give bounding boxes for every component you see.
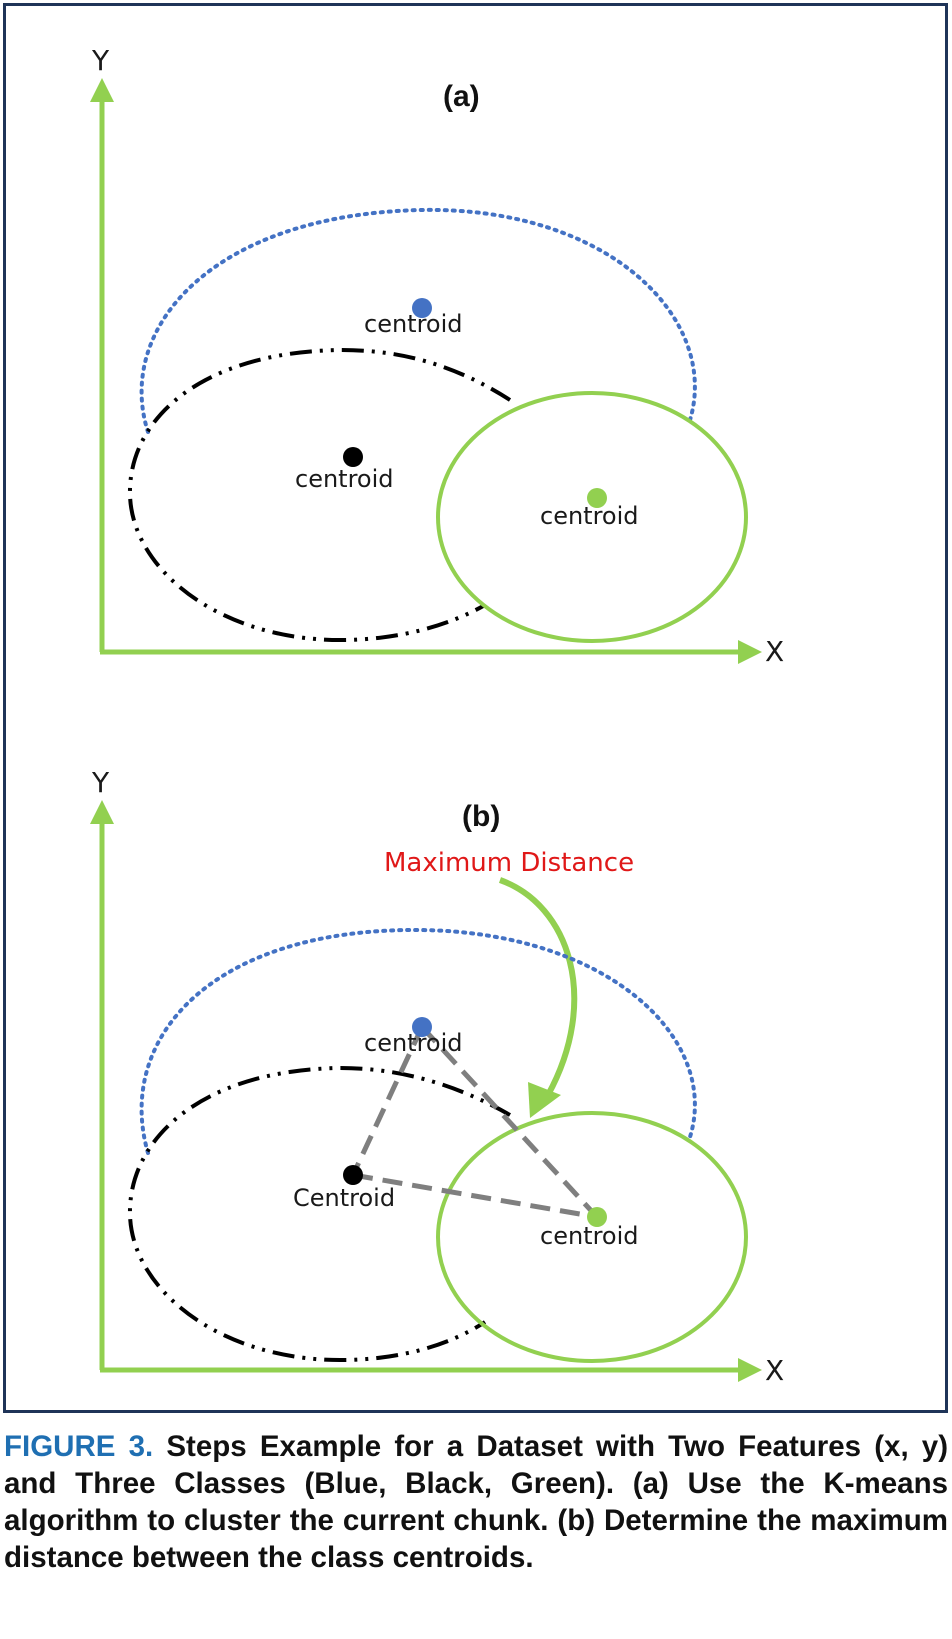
maximum-distance-arrowhead bbox=[528, 1082, 561, 1118]
black-centroid-label: centroid bbox=[295, 465, 394, 493]
caption-label: FIGURE 3. bbox=[4, 1430, 154, 1463]
y-axis-arrowhead bbox=[90, 78, 114, 102]
green-cluster-boundary bbox=[436, 1111, 748, 1363]
panel-a: Y X (a) centroid centroid centroid bbox=[90, 44, 784, 668]
maximum-distance-arrow bbox=[498, 877, 578, 1097]
x-axis-arrowhead bbox=[738, 1358, 762, 1382]
black-cluster-boundary bbox=[127, 347, 512, 643]
black-centroid-label: Centroid bbox=[293, 1184, 395, 1212]
x-axis-label: X bbox=[765, 635, 784, 668]
black-centroid-dot bbox=[343, 1165, 363, 1185]
panel-b: Y X (b) Maximum Distance centroid Centro… bbox=[90, 766, 784, 1387]
panel-label: (b) bbox=[462, 800, 500, 833]
blue-cluster-boundary bbox=[139, 927, 697, 1155]
y-axis-arrowhead bbox=[90, 800, 114, 824]
distance-line-black-green bbox=[352, 1172, 598, 1220]
distance-line-blue-green bbox=[420, 1025, 599, 1219]
green-centroid-label: centroid bbox=[540, 1222, 639, 1250]
x-axis-arrowhead bbox=[738, 640, 762, 664]
green-centroid-label: centroid bbox=[540, 502, 639, 530]
blue-centroid-label: centroid bbox=[364, 1029, 463, 1057]
green-centroid-dot bbox=[587, 488, 607, 508]
y-axis-label: Y bbox=[91, 44, 110, 77]
x-axis-label: X bbox=[765, 1354, 784, 1387]
blue-centroid-dot bbox=[412, 1017, 432, 1037]
caption-text: Steps Example for a Dataset with Two Fea… bbox=[4, 1430, 949, 1574]
figure-caption: FIGURE 3. Steps Example for a Dataset wi… bbox=[4, 1428, 948, 1576]
diagram: Y X (a) centroid centroid centroid Y X (… bbox=[90, 44, 784, 1387]
panel-label: (a) bbox=[443, 80, 480, 113]
blue-cluster-boundary bbox=[139, 207, 697, 434]
distance-line-blue-black bbox=[350, 1025, 425, 1177]
black-cluster-boundary bbox=[127, 1065, 511, 1363]
figure-frame bbox=[3, 3, 948, 1413]
black-centroid-dot bbox=[343, 447, 363, 467]
green-cluster-boundary bbox=[436, 391, 748, 643]
maximum-distance-label: Maximum Distance bbox=[384, 848, 634, 878]
green-centroid-dot bbox=[587, 1207, 607, 1227]
blue-centroid-dot bbox=[412, 298, 432, 318]
y-axis-label: Y bbox=[91, 766, 110, 799]
blue-centroid-label: centroid bbox=[364, 310, 463, 338]
